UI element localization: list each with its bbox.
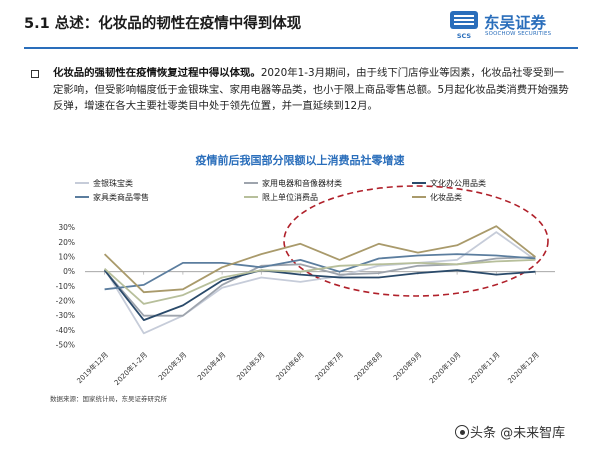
- series-line: [103, 259, 536, 305]
- logo-subtext: SOOCHOW SECURITIES: [485, 31, 552, 37]
- x-tick-label: 2020年4月: [195, 350, 227, 382]
- y-tick-label: -40%: [56, 326, 75, 335]
- logo-text: 东吴证券: [484, 14, 547, 32]
- y-tick-label: -30%: [56, 311, 75, 320]
- chart-title: 疫情前后我国部分限额以上消费品社零增速: [195, 154, 405, 167]
- legend-label: 家具类商品零售: [93, 192, 149, 202]
- bullet-square-icon: [31, 70, 39, 78]
- summary-highlight: 化妆品的强韧性在疫情恢复过程中得以体现。: [53, 67, 261, 79]
- logo-mark-icon: SCS: [450, 11, 478, 40]
- x-tick-label: 2020年8月: [352, 350, 384, 382]
- series-line: [103, 225, 536, 294]
- x-tick-label: 2020年9月: [391, 350, 423, 382]
- legend-label: 限上单位消费品: [262, 192, 318, 202]
- y-tick-label: 10%: [58, 253, 75, 262]
- series-line: [103, 269, 536, 322]
- x-tick-label: 2020年12月: [506, 350, 541, 385]
- series-line: [104, 253, 536, 291]
- legend-label: 化妆品类: [430, 192, 462, 202]
- x-tick-label: 2020年5月: [235, 350, 267, 382]
- legend-label: 文化办公用品类: [430, 178, 486, 188]
- y-tick-label: 20%: [58, 238, 75, 247]
- y-tick-label: -10%: [56, 282, 75, 291]
- legend-label: 家用电器和音像器材类: [262, 178, 342, 188]
- x-tick-label: 2020年3月: [156, 350, 188, 382]
- series-line: [103, 231, 536, 335]
- y-tick-label: -20%: [56, 297, 75, 306]
- x-tick-label: 2020年10月: [427, 350, 462, 385]
- summary-text: 2020年1-3月期间，由于线下门店停业等因素，化妆品社零受到一定影响，但受影响…: [53, 67, 569, 113]
- watermark-icon: [455, 425, 469, 439]
- x-tick-label: 2020年6月: [274, 350, 306, 382]
- x-tick-label: 2020年1-2月: [112, 350, 149, 387]
- summary-paragraph: 化妆品的强韧性在疫情恢复过程中得以体现。2020年1-3月期间，由于线下门店停业…: [53, 65, 573, 115]
- watermark-text: 头条 @未来智库: [470, 426, 566, 441]
- y-tick-label: 30%: [58, 223, 75, 232]
- slide-header: 5.1 总述：化妆品的韧性在疫情中得到体现 SCS 东吴证券 SOOCHOW S…: [0, 0, 600, 50]
- highlight-ellipse: [283, 185, 549, 297]
- page-title: 5.1 总述：化妆品的韧性在疫情中得到体现: [24, 16, 302, 32]
- x-tick-label: 2020年7月: [313, 350, 345, 382]
- logo-mark-text: SCS: [457, 32, 472, 40]
- watermark: 头条 @未来智库: [455, 422, 565, 441]
- x-tick-label: 2020年11月: [466, 350, 501, 385]
- y-tick-label: -50%: [56, 341, 75, 350]
- legend-label: 金银珠宝类: [93, 178, 133, 188]
- x-tick-label: 2019年12月: [75, 350, 110, 385]
- brand-logo: SCS 东吴证券 SOOCHOW SECURITIES: [448, 10, 580, 42]
- header-divider: [24, 47, 578, 49]
- data-source-note: 数据来源：国家统计局，东吴证券研究所: [50, 395, 167, 403]
- y-tick-label: 0%: [63, 267, 75, 276]
